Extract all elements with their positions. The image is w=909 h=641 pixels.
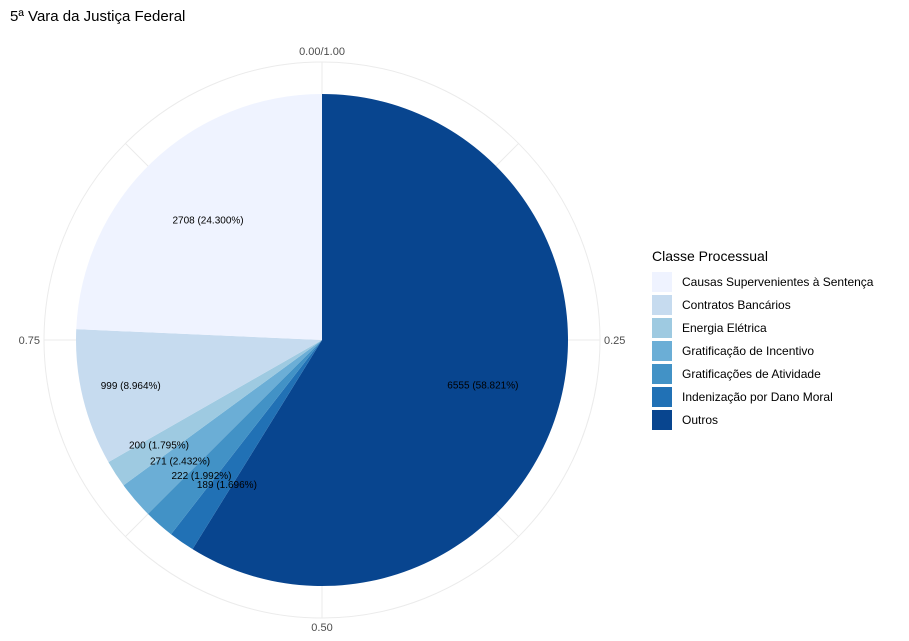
legend-swatch: [652, 317, 672, 338]
pie-slice-7: [76, 94, 322, 340]
legend: Classe Processual Causas Supervenientes …: [652, 248, 873, 431]
legend-item: Gratificação de Incentivo: [652, 339, 873, 362]
axis-tick-label: 0.75: [19, 335, 40, 347]
pie-slice-3: [147, 340, 322, 535]
pie-slice-4: [123, 340, 322, 514]
legend-swatch: [652, 386, 672, 407]
legend-label: Energia Elétrica: [682, 320, 767, 335]
axis-ticks: 0.00/1.00 0.25 0.50 0.75: [19, 46, 626, 634]
legend-item: Energia Elétrica: [652, 316, 873, 339]
legend-label: Causas Supervenientes à Sentença: [682, 274, 874, 289]
pie-slices: [75, 93, 569, 586]
pie-slice-1: [192, 93, 569, 586]
slice-label: 999 (8.964%): [101, 381, 161, 392]
chart-title: 5ª Vara da Justiça Federal: [10, 8, 186, 25]
slice-label: 200 (1.795%): [129, 440, 189, 451]
legend-label: Indenização por Dano Moral: [682, 389, 833, 404]
pie-slice-2: [171, 340, 322, 550]
legend-swatch: [652, 271, 672, 292]
axis-tick-label: 0.50: [311, 622, 332, 634]
legend-label: Gratificações de Atividade: [682, 366, 821, 381]
legend-item: Causas Supervenientes à Sentença: [652, 270, 873, 293]
slice-label: 189 (1.696%): [197, 480, 257, 491]
legend-items: Causas Supervenientes à Sentença Contrato…: [652, 270, 873, 431]
axis-tick-label: 0.25: [604, 335, 625, 347]
slice-label: 271 (2.432%): [150, 456, 210, 467]
legend-swatch: [652, 409, 672, 430]
pie-slice-6: [75, 329, 322, 463]
legend-swatch: [652, 294, 672, 315]
pie-slice-5: [108, 340, 322, 486]
legend-label: Gratificação de Incentivo: [682, 343, 815, 358]
legend-item: Outros: [652, 408, 873, 431]
legend-swatch: [652, 340, 672, 361]
legend-label: Outros: [682, 412, 719, 427]
axis-tick-label: 0.00/1.00: [299, 46, 345, 58]
legend-item: Indenização por Dano Moral: [652, 385, 873, 408]
legend-item: Contratos Bancários: [652, 293, 873, 316]
slice-label: 6555 (58.821%): [447, 380, 518, 391]
legend-title: Classe Processual: [652, 248, 768, 264]
slice-label: 222 (1.992%): [171, 471, 231, 482]
legend-label: Contratos Bancários: [682, 297, 791, 312]
slice-label: 2708 (24.300%): [172, 216, 243, 227]
legend-item: Gratificações de Atividade: [652, 362, 873, 385]
slice-labels: 6555 (58.821%) 189 (1.696%)222 (1.992%) 27…: [101, 216, 519, 492]
legend-swatch: [652, 363, 672, 384]
